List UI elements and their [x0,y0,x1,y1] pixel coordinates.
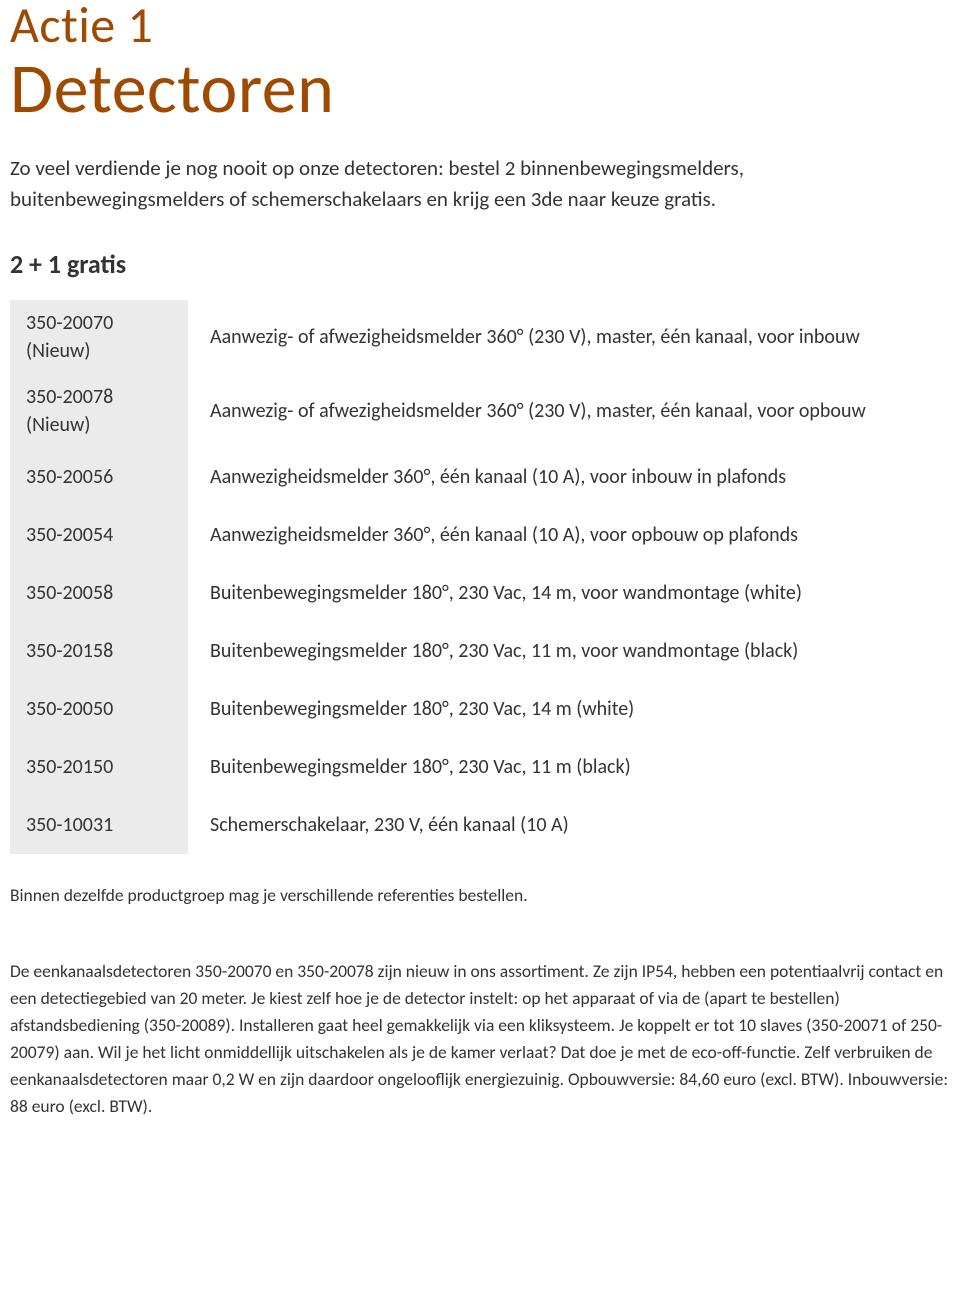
product-ref-code: 350-20056 [26,465,113,489]
title-block: Actie 1 Detectoren [10,0,950,123]
product-ref-code: 350-10031 [26,813,113,837]
page-container: Actie 1 Detectoren Zo veel verdiende je … [0,0,960,1161]
product-ref: 350-20056 [10,448,188,506]
product-desc: Buitenbewegingsmelder 180°, 230 Vac, 14 … [188,566,950,620]
product-ref: 350-10031 [10,796,188,854]
table-row: 350-20158 Buitenbewegingsmelder 180°, 230… [10,622,950,680]
product-desc: Aanwezig- of afwezigheidsmelder 360° (23… [188,384,950,438]
intro-paragraph: Zo veel verdiende je nog nooit op onze d… [10,153,950,216]
table-row: 350-20058 Buitenbewegingsmelder 180°, 230… [10,564,950,622]
table-row: 350-20078(Nieuw)Aanwezig- of afwezigheid… [10,374,950,448]
table-row: 350-20070(Nieuw)Aanwezig- of afwezigheid… [10,300,950,374]
table-row: 350-20054 Aanwezigheidsmelder 360°, één k… [10,506,950,564]
product-ref-code: 350-20058 [26,581,113,605]
title-line-2: Detectoren [10,53,950,123]
product-ref-code: 350-20050 [26,697,113,721]
product-ref: 350-20058 [10,564,188,622]
table-row: 350-20050 Buitenbewegingsmelder 180°, 230… [10,680,950,738]
table-row: 350-20150 Buitenbewegingsmelder 180°, 230… [10,738,950,796]
product-ref-sub: (Nieuw) [26,411,172,439]
footnote-text: Binnen dezelfde productgroep mag je vers… [10,882,950,908]
product-ref: 350-20158 [10,622,188,680]
product-desc: Aanwezig- of afwezigheidsmelder 360° (23… [188,310,950,364]
product-ref: 350-20070(Nieuw) [10,300,188,374]
product-desc: Aanwezigheidsmelder 360°, één kanaal (10… [188,508,950,562]
product-table: 350-20070(Nieuw)Aanwezig- of afwezigheid… [10,300,950,854]
table-row: 350-10031 Schemerschakelaar, 230 V, één k… [10,796,950,854]
product-desc: Buitenbewegingsmelder 180°, 230 Vac, 11 … [188,624,950,678]
body-note: De eenkanaalsdetectoren 350-20070 en 350… [10,958,950,1121]
product-ref-code: 350-20150 [26,755,113,779]
product-ref-code: 350-20054 [26,523,113,547]
product-ref: 350-20150 [10,738,188,796]
product-desc: Schemerschakelaar, 230 V, één kanaal (10… [188,798,950,852]
product-desc: Buitenbewegingsmelder 180°, 230 Vac, 11 … [188,740,950,794]
product-ref: 350-20050 [10,680,188,738]
product-desc: Aanwezigheidsmelder 360°, één kanaal (10… [188,450,950,504]
product-ref: 350-20078(Nieuw) [10,374,188,448]
product-desc: Buitenbewegingsmelder 180°, 230 Vac, 14 … [188,682,950,736]
product-ref-code: 350-20078 [26,385,113,409]
product-ref-code: 350-20070 [26,311,113,335]
product-ref: 350-20054 [10,506,188,564]
subheading: 2 + 1 gratis [10,248,950,280]
product-ref-code: 350-20158 [26,639,113,663]
product-ref-sub: (Nieuw) [26,337,172,365]
table-row: 350-20056 Aanwezigheidsmelder 360°, één k… [10,448,950,506]
